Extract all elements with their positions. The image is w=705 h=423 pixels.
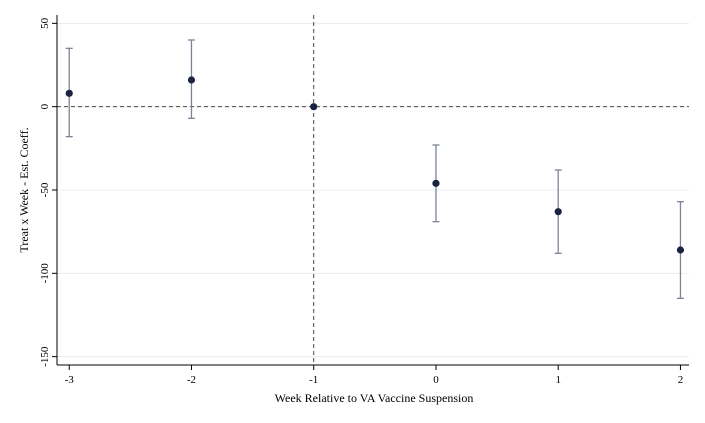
error-bars: [65, 39, 684, 299]
x-axis-label: Week Relative to VA Vaccine Suspension: [275, 391, 474, 405]
x-tick-label: 1: [555, 374, 561, 386]
y-axis-label: Treat x Week - Est. Coeff.: [17, 127, 31, 252]
y-tick-label: -100: [39, 263, 51, 284]
data-point: [432, 179, 440, 187]
reference-lines: [57, 15, 689, 365]
data-point: [187, 76, 196, 84]
y-tick-label: 0: [39, 103, 51, 109]
x-tick-label: -3: [65, 374, 75, 386]
x-tick-label: 2: [678, 374, 684, 386]
x-tick-label: -2: [187, 374, 196, 386]
y-tick-label: -50: [39, 182, 51, 197]
data-point: [676, 246, 685, 254]
y-tick-label: -150: [39, 346, 51, 367]
x-tick-label: 0: [433, 374, 439, 386]
y-tick-label: 50: [39, 17, 51, 29]
data-point: [554, 208, 562, 216]
data-point: [310, 103, 318, 111]
data-point: [65, 89, 73, 97]
x-tick-label: -1: [309, 374, 318, 386]
tick-marks: [52, 22, 681, 370]
grid-lines: [57, 22, 689, 358]
data-points: [65, 76, 685, 254]
